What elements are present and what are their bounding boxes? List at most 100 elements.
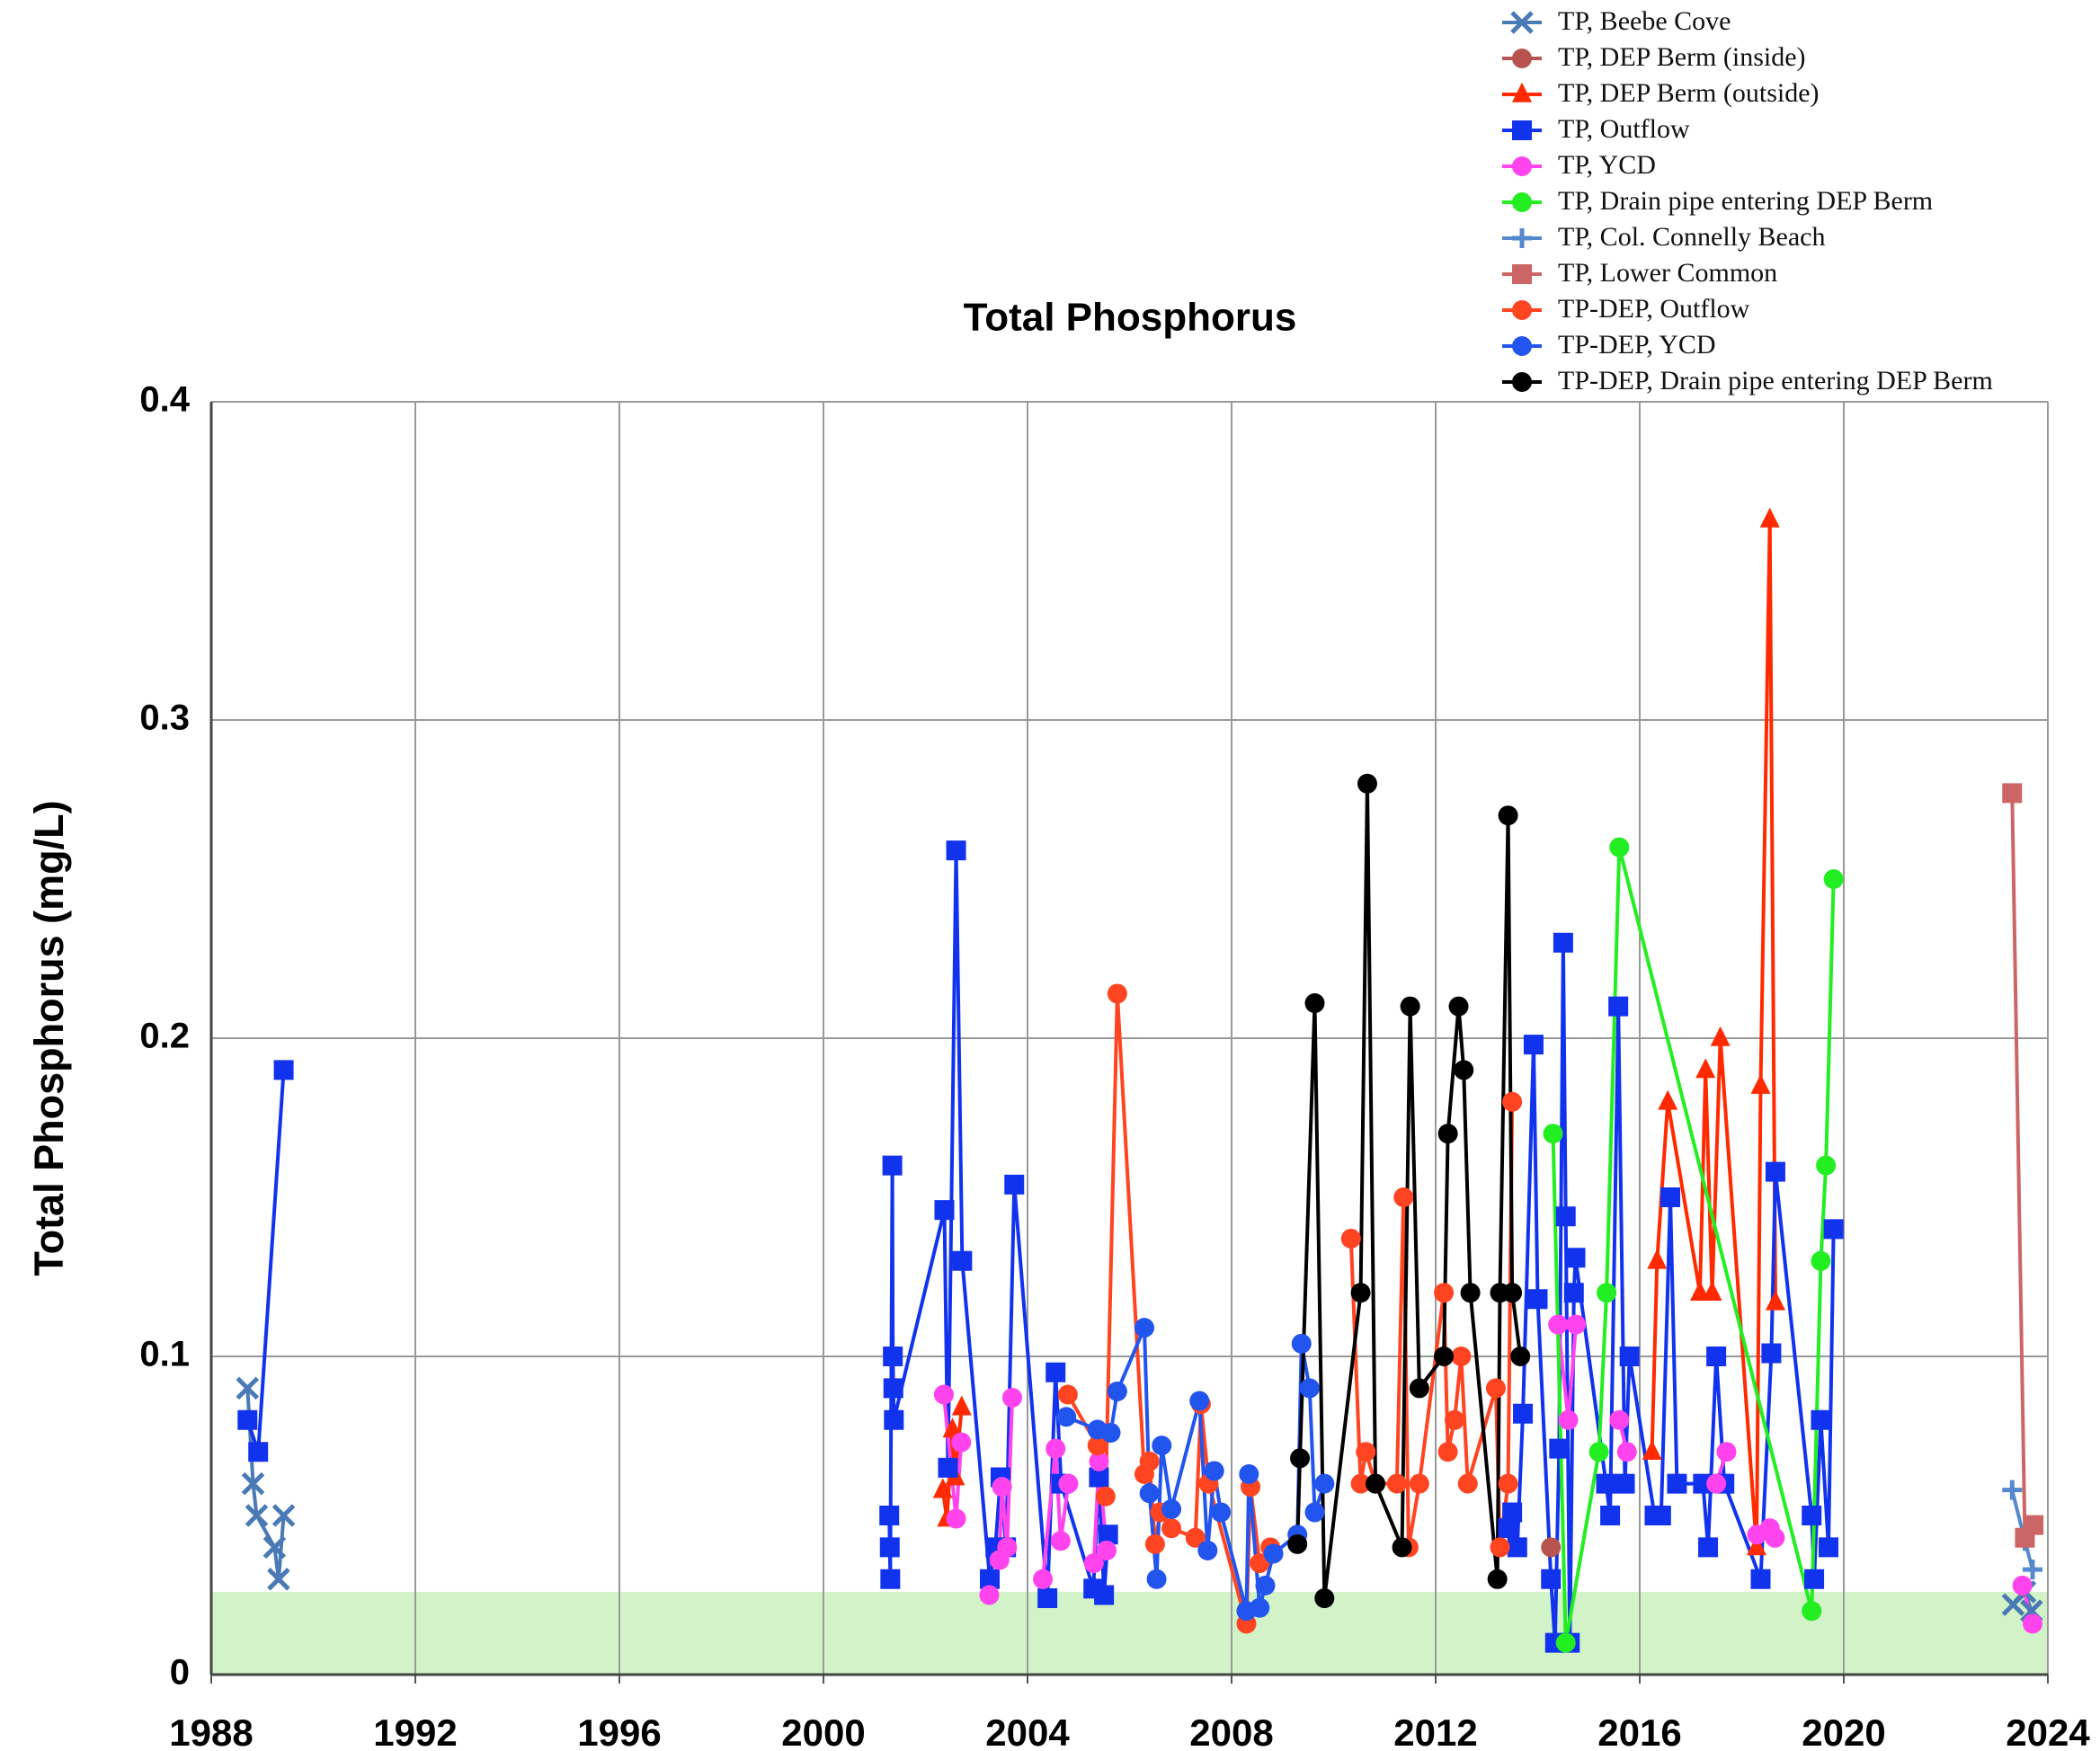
legend-label: TP, YCD bbox=[1558, 150, 1656, 180]
marker bbox=[2002, 783, 2023, 804]
marker bbox=[946, 840, 966, 861]
marker bbox=[1698, 1537, 1719, 1558]
marker bbox=[1765, 1290, 1785, 1311]
marker bbox=[1290, 1448, 1311, 1469]
marker bbox=[1161, 1518, 1182, 1539]
marker bbox=[1600, 1506, 1621, 1525]
marker bbox=[1037, 1588, 1058, 1609]
marker bbox=[1083, 1553, 1104, 1574]
marker bbox=[1510, 1347, 1531, 1366]
series-line bbox=[1295, 781, 1523, 1601]
marker bbox=[1651, 1506, 1671, 1525]
marker bbox=[2002, 1480, 2023, 1500]
marker bbox=[1291, 1333, 1312, 1354]
marker bbox=[1555, 1632, 1576, 1653]
marker bbox=[1386, 1473, 1407, 1494]
marker bbox=[1263, 1543, 1284, 1564]
series-line bbox=[245, 849, 1836, 1645]
marker bbox=[1287, 1533, 1308, 1554]
y-axis-label: Total Phosphorus (mg/L) bbox=[26, 800, 72, 1275]
marker bbox=[245, 1504, 269, 1527]
marker bbox=[1004, 1174, 1025, 1195]
marker bbox=[1746, 1535, 1766, 1556]
marker bbox=[1357, 773, 1377, 794]
marker bbox=[1487, 1569, 1508, 1589]
marker bbox=[1510, 11, 1534, 34]
marker bbox=[951, 1395, 972, 1416]
marker bbox=[1094, 1585, 1115, 1605]
marker bbox=[1107, 983, 1127, 1004]
marker bbox=[1818, 1537, 1838, 1558]
marker bbox=[1033, 1569, 1054, 1589]
marker bbox=[273, 1060, 294, 1080]
marker bbox=[1139, 1483, 1160, 1504]
marker bbox=[883, 1347, 903, 1366]
legend: TP, Beebe Cove TP, DEP Berm (inside) TP, D… bbox=[1502, 6, 1993, 396]
marker bbox=[1304, 993, 1325, 1014]
marker bbox=[1512, 82, 1532, 102]
marker bbox=[997, 1537, 1018, 1558]
marker bbox=[262, 1535, 287, 1560]
marker bbox=[1609, 1409, 1630, 1430]
marker bbox=[1185, 1527, 1206, 1548]
marker bbox=[1597, 1283, 1617, 1303]
y-tick-label: 0.2 bbox=[139, 1017, 190, 1056]
marker bbox=[1434, 1283, 1455, 1303]
marker bbox=[1087, 1435, 1108, 1456]
marker bbox=[1197, 1540, 1218, 1560]
marker bbox=[1400, 996, 1420, 1017]
marker bbox=[1314, 1588, 1335, 1609]
marker bbox=[1695, 1058, 1716, 1079]
marker bbox=[1454, 1060, 1474, 1080]
marker bbox=[879, 1537, 900, 1558]
marker bbox=[992, 1477, 1012, 1498]
marker bbox=[1710, 1026, 1731, 1046]
marker bbox=[1527, 1289, 1548, 1310]
marker bbox=[267, 1568, 290, 1591]
marker bbox=[1565, 1248, 1586, 1268]
marker bbox=[236, 1376, 260, 1400]
marker bbox=[1350, 1283, 1371, 1303]
x-tick-label: 1992 bbox=[373, 1711, 457, 1751]
target-band bbox=[211, 1591, 2048, 1675]
marker bbox=[1498, 1473, 1518, 1494]
marker bbox=[1541, 1537, 1562, 1558]
marker bbox=[1816, 1155, 1837, 1176]
marker bbox=[1001, 1388, 1022, 1409]
marker bbox=[1608, 996, 1629, 1017]
marker bbox=[1304, 1502, 1325, 1523]
marker bbox=[1255, 1575, 1276, 1595]
marker bbox=[1095, 1486, 1116, 1507]
y-tick-label: 0.4 bbox=[139, 380, 190, 420]
marker bbox=[1050, 1531, 1071, 1551]
marker bbox=[933, 1384, 954, 1405]
marker bbox=[1204, 1461, 1224, 1481]
x-tick-label: 2012 bbox=[1393, 1711, 1477, 1751]
marker bbox=[1541, 1569, 1562, 1589]
marker bbox=[884, 1409, 904, 1430]
marker bbox=[1239, 1463, 1259, 1484]
legend-label: TP, Col. Connelly Beach bbox=[1558, 222, 1825, 252]
x-tick-label: 2016 bbox=[1597, 1711, 1681, 1751]
marker bbox=[1750, 1073, 1771, 1094]
marker bbox=[1409, 1378, 1429, 1399]
marker bbox=[1548, 1314, 1569, 1335]
marker bbox=[1804, 1569, 1825, 1589]
marker bbox=[951, 1432, 972, 1453]
marker bbox=[1107, 1381, 1127, 1401]
marker bbox=[1512, 300, 1532, 320]
marker bbox=[1046, 1438, 1066, 1459]
marker bbox=[1549, 1438, 1570, 1459]
legend-label: TP, DEP Berm (inside) bbox=[1558, 42, 1806, 72]
marker bbox=[2024, 1515, 2044, 1535]
marker bbox=[241, 1471, 265, 1496]
marker bbox=[1057, 1384, 1078, 1405]
marker bbox=[1512, 192, 1532, 212]
marker bbox=[1706, 1473, 1727, 1494]
marker bbox=[1512, 372, 1532, 392]
marker bbox=[1434, 1347, 1455, 1366]
marker bbox=[2022, 1560, 2042, 1580]
marker bbox=[1716, 1442, 1737, 1462]
legend-label: TP-DEP, Outflow bbox=[1558, 294, 1750, 324]
